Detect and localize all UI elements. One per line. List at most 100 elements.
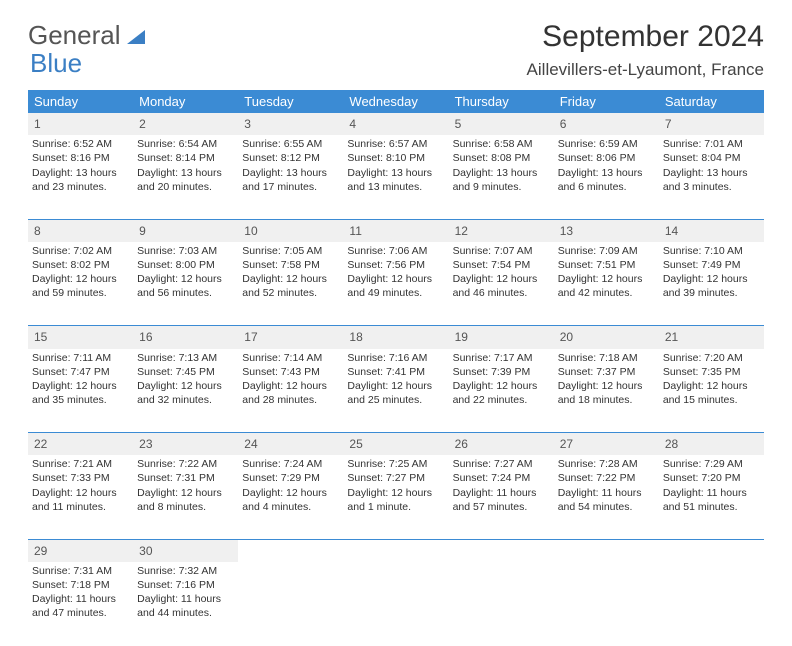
day-number-cell xyxy=(659,539,764,562)
sunrise-line: Sunrise: 7:32 AM xyxy=(137,565,217,577)
day-detail-cell: Sunrise: 7:28 AM Sunset: 7:22 PM Daylight:… xyxy=(554,455,659,539)
calendar-table: SundayMondayTuesdayWednesdayThursdayFrid… xyxy=(28,90,764,646)
sunset-line: Sunset: 7:54 PM xyxy=(453,259,531,271)
day-number-cell: 18 xyxy=(343,326,448,349)
daylight-line: Daylight: 12 hours and 59 minutes. xyxy=(32,273,117,299)
sunrise-line: Sunrise: 7:22 AM xyxy=(137,458,217,470)
sunrise-line: Sunrise: 7:16 AM xyxy=(347,352,427,364)
sunrise-line: Sunrise: 7:09 AM xyxy=(558,245,638,257)
page-header: General September 2024 Aillevillers-et-L… xyxy=(28,20,764,80)
sunrise-line: Sunrise: 7:06 AM xyxy=(347,245,427,257)
day-number-cell: 30 xyxy=(133,539,238,562)
daylight-line: Daylight: 13 hours and 6 minutes. xyxy=(558,167,643,193)
daylight-line: Daylight: 12 hours and 42 minutes. xyxy=(558,273,643,299)
day-number-cell: 12 xyxy=(449,219,554,242)
day-number-cell: 5 xyxy=(449,113,554,135)
sunset-line: Sunset: 8:14 PM xyxy=(137,152,215,164)
sunrise-line: Sunrise: 7:27 AM xyxy=(453,458,533,470)
day-detail-cell: Sunrise: 7:27 AMSunset: 7:24 PMDaylight:… xyxy=(449,455,554,539)
day-number-cell xyxy=(449,539,554,562)
sunset-line: Sunset: 7:49 PM xyxy=(663,259,741,271)
day-number-row: 22232425262728 xyxy=(28,433,764,456)
day-detail-cell: Sunrise: 7:11 AM Sunset: 7:47 PM Daylight:… xyxy=(28,349,133,433)
daylight-line: Daylight: 12 hours and 56 minutes. xyxy=(137,273,222,299)
sunrise-line: Sunrise: 7:11 AM xyxy=(32,352,111,364)
day-number-cell: 11 xyxy=(343,219,448,242)
sunset-line: Sunset: 7:35 PM xyxy=(663,366,741,378)
day-number-cell: 21 xyxy=(659,326,764,349)
sunrise-line: Sunrise: 6:57 AM xyxy=(347,138,427,150)
sunrise-line: Sunrise: 7:24 AM xyxy=(242,458,322,470)
day-detail-row: Sunrise: 7:21 AMSunset: 7:33 PMDaylight:… xyxy=(28,455,764,539)
sunset-line: Sunset: 8:08 PM xyxy=(453,152,531,164)
sunset-line: Sunset: 8:02 PM xyxy=(32,259,110,271)
day-number-row: 891011121314 xyxy=(28,219,764,242)
day-number-cell: 26 xyxy=(449,433,554,456)
daylight-line: Daylight: 12 hours and 35 minutes. xyxy=(32,380,117,406)
daylight-line: Daylight: 11 hours and 54 minutes. xyxy=(558,487,642,513)
weekday-header: Sunday xyxy=(28,90,133,113)
day-detail-cell: Sunrise: 6:54 AMSunset: 8:14 PMDaylight:… xyxy=(133,135,238,219)
sunrise-line: Sunrise: 7:13 AM xyxy=(137,352,217,364)
logo-word-1: General xyxy=(28,20,121,51)
sunrise-line: Sunrise: 6:55 AM xyxy=(242,138,322,150)
day-detail-cell xyxy=(238,562,343,646)
day-detail-cell: Sunrise: 6:59 AMSunset: 8:06 PMDaylight:… xyxy=(554,135,659,219)
location-label: Aillevillers-et-Lyaumont, France xyxy=(527,60,764,80)
sunset-line: Sunset: 7:43 PM xyxy=(242,366,320,378)
day-number-cell xyxy=(238,539,343,562)
day-detail-cell: Sunrise: 7:16 AMSunset: 7:41 PMDaylight:… xyxy=(343,349,448,433)
daylight-line: Daylight: 13 hours and 9 minutes. xyxy=(453,167,538,193)
daylight-line: Daylight: 11 hours and 44 minutes. xyxy=(137,593,221,619)
day-detail-cell xyxy=(343,562,448,646)
day-detail-cell: Sunrise: 7:06 AMSunset: 7:56 PMDaylight:… xyxy=(343,242,448,326)
day-detail-row: Sunrise: 6:52 AMSunset: 8:16 PMDaylight:… xyxy=(28,135,764,219)
sunrise-line: Sunrise: 6:52 AM xyxy=(32,138,112,150)
day-detail-cell: Sunrise: 7:22 AMSunset: 7:31 PMDaylight:… xyxy=(133,455,238,539)
day-number-cell: 9 xyxy=(133,219,238,242)
sunset-line: Sunset: 7:33 PM xyxy=(32,472,110,484)
month-title: September 2024 xyxy=(527,20,764,54)
daylight-line: Daylight: 12 hours and 52 minutes. xyxy=(242,273,327,299)
sunrise-line: Sunrise: 7:14 AM xyxy=(242,352,322,364)
sunrise-line: Sunrise: 6:54 AM xyxy=(137,138,217,150)
day-number-cell: 17 xyxy=(238,326,343,349)
day-detail-cell: Sunrise: 7:05 AMSunset: 7:58 PMDaylight:… xyxy=(238,242,343,326)
day-number-row: 15161718192021 xyxy=(28,326,764,349)
weekday-header: Tuesday xyxy=(238,90,343,113)
sunset-line: Sunset: 7:22 PM xyxy=(558,472,636,484)
day-number-cell: 28 xyxy=(659,433,764,456)
day-number-cell: 20 xyxy=(554,326,659,349)
sunset-line: Sunset: 7:58 PM xyxy=(242,259,320,271)
day-number-cell: 16 xyxy=(133,326,238,349)
daylight-line: Daylight: 13 hours and 13 minutes. xyxy=(347,167,432,193)
weekday-header: Saturday xyxy=(659,90,764,113)
sunset-line: Sunset: 8:04 PM xyxy=(663,152,741,164)
daylight-line: Daylight: 12 hours and 8 minutes. xyxy=(137,487,222,513)
sunset-line: Sunset: 7:47 PM xyxy=(32,366,110,378)
sunset-line: Sunset: 7:24 PM xyxy=(453,472,531,484)
sunset-line: Sunset: 7:20 PM xyxy=(663,472,741,484)
sunset-line: Sunset: 7:37 PM xyxy=(558,366,636,378)
day-detail-cell: Sunrise: 7:24 AMSunset: 7:29 PMDaylight:… xyxy=(238,455,343,539)
day-number-cell: 23 xyxy=(133,433,238,456)
day-number-cell: 10 xyxy=(238,219,343,242)
day-detail-cell: Sunrise: 7:18 AMSunset: 7:37 PMDaylight:… xyxy=(554,349,659,433)
day-detail-row: Sunrise: 7:11 AM Sunset: 7:47 PM Daylight:… xyxy=(28,349,764,433)
day-detail-cell: Sunrise: 7:31 AMSunset: 7:18 PMDaylight:… xyxy=(28,562,133,646)
day-number-row: 1234567 xyxy=(28,113,764,135)
day-detail-cell: Sunrise: 6:58 AMSunset: 8:08 PMDaylight:… xyxy=(449,135,554,219)
sunrise-line: Sunrise: 7:20 AM xyxy=(663,352,743,364)
weekday-header: Friday xyxy=(554,90,659,113)
sunrise-line: Sunrise: 7:07 AM xyxy=(453,245,533,257)
day-number-cell: 24 xyxy=(238,433,343,456)
day-number-cell: 1 xyxy=(28,113,133,135)
sunrise-line: Sunrise: 7:10 AM xyxy=(663,245,743,257)
day-number-cell: 2 xyxy=(133,113,238,135)
daylight-line: Daylight: 12 hours and 46 minutes. xyxy=(453,273,538,299)
day-number-cell: 3 xyxy=(238,113,343,135)
day-number-cell: 29 xyxy=(28,539,133,562)
sunrise-line: Sunrise: 7:28 AM xyxy=(558,458,638,470)
sunset-line: Sunset: 7:51 PM xyxy=(558,259,636,271)
day-number-cell: 14 xyxy=(659,219,764,242)
